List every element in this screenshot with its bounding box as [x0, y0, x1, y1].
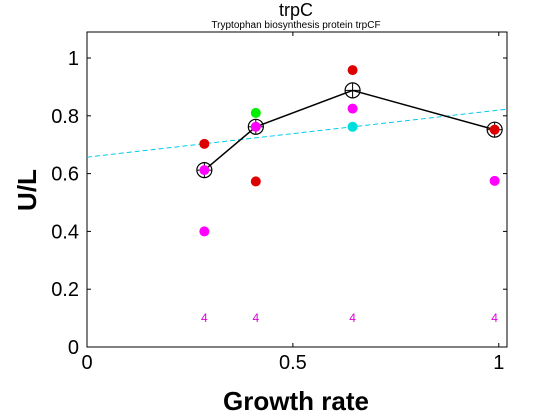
x-tick-label: 0.5: [279, 352, 307, 374]
y-axis-label: U/L: [12, 169, 42, 211]
y-tick-label: 0.8: [51, 106, 79, 128]
data-point: [489, 124, 500, 135]
y-tick-label: 0.2: [51, 279, 79, 301]
count-label: 4: [491, 311, 498, 325]
x-axis: 0 0.5 1: [81, 32, 504, 374]
count-label: 4: [252, 311, 259, 325]
chart-title: trpC: [279, 0, 313, 20]
data-point: [489, 175, 500, 186]
y-tick-label: 0.4: [51, 221, 79, 243]
data-point: [347, 65, 358, 76]
data-point: [250, 107, 261, 118]
x-axis-label: Growth rate: [223, 386, 369, 416]
data-point: [250, 176, 261, 187]
count-label: 4: [349, 311, 356, 325]
data-point: [199, 165, 210, 176]
count-label-layer: 4 4 4 4: [201, 311, 498, 325]
fit-line-layer: [86, 108, 508, 158]
data-point: [347, 103, 358, 114]
y-tick-label: 1: [68, 48, 79, 70]
y-tick-label: 0.6: [51, 164, 79, 186]
mean-line: [203, 89, 495, 171]
chart-subtitle: Tryptophan biosynthesis protein trpCF: [211, 20, 380, 31]
data-point: [250, 121, 261, 132]
data-point: [199, 226, 210, 237]
point-layer: [199, 65, 500, 237]
x-tick-label: 1: [493, 352, 504, 374]
x-tick-label: 0: [81, 352, 92, 374]
data-point: [347, 121, 358, 132]
y-axis: 0 0.2 0.4 0.6 0.8 1: [51, 48, 507, 359]
fit-line: [86, 108, 508, 158]
data-point: [199, 138, 210, 149]
plot-area: [86, 31, 508, 348]
y-tick-label: 0: [68, 337, 79, 359]
count-label: 4: [201, 311, 208, 325]
